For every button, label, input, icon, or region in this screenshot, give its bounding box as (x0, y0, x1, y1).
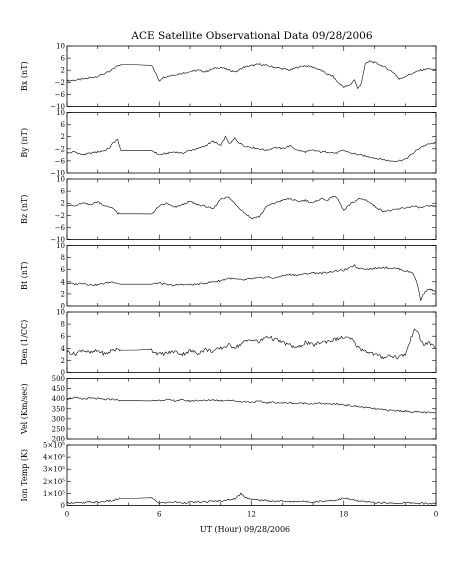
y-tick-label: 450 (52, 385, 65, 393)
panel-frame (66, 112, 437, 174)
y-tick-label: 2 (61, 67, 65, 75)
y-tick-label: 2 (61, 133, 65, 141)
series-line (66, 60, 437, 89)
panel-frame (66, 444, 437, 506)
series-line (66, 195, 437, 220)
x-tick-label: 0 (434, 511, 438, 519)
y-tick-label: −6 (55, 91, 66, 99)
y-tick-label: −2 (55, 145, 65, 153)
panel-5: 500 450 400 350 300 250 200 Vel (Km/sec) (20, 375, 437, 444)
panel-frame (66, 245, 437, 307)
y-tick-label: −2 (55, 79, 65, 87)
y-tick-label: 4 (61, 278, 66, 286)
y-axis-label: By (nT) (20, 128, 29, 158)
y-tick-label: 0 (61, 502, 65, 510)
series-line (66, 264, 437, 301)
panel-0: 10 6 2 −2 −6 −10 Bx (nT) (20, 43, 437, 111)
panel-2: 10 6 2 −2 −6 −10 Bz (nT) (20, 176, 437, 244)
y-tick-label: 350 (52, 405, 65, 413)
y-tick-label: 6 (61, 333, 66, 341)
y-tick-label: 8 (61, 321, 65, 329)
y-tick-label: 250 (52, 425, 65, 433)
y-tick-label: 0 (61, 369, 65, 377)
y-tick-label: 3×10⁵ (43, 466, 65, 474)
y-tick-label: −10 (50, 236, 65, 244)
panel-frame (66, 311, 437, 373)
y-tick-label: 6 (61, 121, 66, 129)
x-tick-label: 18 (339, 511, 348, 519)
y-tick-label: 10 (56, 309, 65, 317)
y-tick-label: −6 (55, 224, 66, 232)
y-tick-label: 10 (56, 176, 65, 184)
y-axis-label: Vel (Km/sec) (20, 383, 29, 435)
y-axis-label: Bx (nT) (20, 61, 29, 91)
y-tick-label: 8 (61, 254, 65, 262)
y-tick-label: 300 (52, 415, 65, 423)
y-tick-label: 10 (56, 109, 65, 117)
series-line (66, 135, 437, 162)
y-tick-label: 2 (61, 290, 65, 298)
y-tick-label: 500 (52, 375, 65, 383)
series-line (66, 328, 437, 360)
chart-title: ACE Satellite Observational Data 09/28/2… (130, 30, 372, 42)
x-tick-label: 0 (65, 511, 69, 519)
y-tick-label: 10 (56, 242, 65, 250)
y-tick-label: −10 (50, 103, 65, 111)
y-tick-label: −6 (55, 157, 66, 165)
panels-group: 10 6 2 −2 −6 −10 Bx (nT) 10 6 2 −2 −6 −10 By (nT) 10 6 2… (20, 43, 437, 510)
series-line (66, 396, 437, 414)
x-tick-labels: 0 6 12 18 0 (65, 511, 438, 519)
panel-4: 10 8 6 4 2 0 Den (1/CC) (20, 309, 437, 377)
y-axis-label: Ion Temp (K) (20, 449, 29, 502)
y-tick-label: 6 (61, 266, 66, 274)
series-line (66, 492, 437, 505)
panel-frame (66, 378, 437, 440)
y-tick-label: 2 (61, 357, 65, 365)
y-tick-label: 200 (52, 436, 65, 444)
x-tick-label: 6 (157, 511, 162, 519)
panel-frame (66, 45, 437, 107)
y-tick-label: 4 (61, 345, 66, 353)
y-tick-label: 5×10⁵ (43, 442, 65, 450)
y-tick-label: 2×10⁵ (43, 478, 65, 486)
y-tick-label: 10 (56, 43, 65, 51)
y-tick-label: 2 (61, 200, 65, 208)
x-axis-label: UT (Hour) 09/28/2006 (200, 525, 290, 534)
panel-1: 10 6 2 −2 −6 −10 By (nT) (20, 109, 437, 178)
y-axis-label: Bt (nT) (20, 262, 29, 290)
y-tick-label: 4×10⁵ (43, 454, 65, 462)
panel-6: 5×10⁵ 4×10⁵ 3×10⁵ 2×10⁵ 1×10⁵ 0 Ion Temp (K) (20, 442, 437, 510)
y-axis-label: Bz (nT) (20, 195, 29, 224)
y-tick-label: 6 (61, 55, 66, 63)
x-tick-label: 12 (247, 511, 256, 519)
y-tick-label: −10 (50, 170, 65, 178)
panel-3: 10 8 6 4 2 0 Bt (nT) (20, 242, 437, 311)
y-tick-label: 400 (52, 395, 65, 403)
y-tick-label: −2 (55, 212, 65, 220)
y-tick-label: 1×10⁵ (43, 490, 65, 498)
y-axis-label: Den (1/CC) (20, 320, 29, 365)
y-tick-label: 6 (61, 188, 66, 196)
y-tick-label: 0 (61, 303, 65, 311)
